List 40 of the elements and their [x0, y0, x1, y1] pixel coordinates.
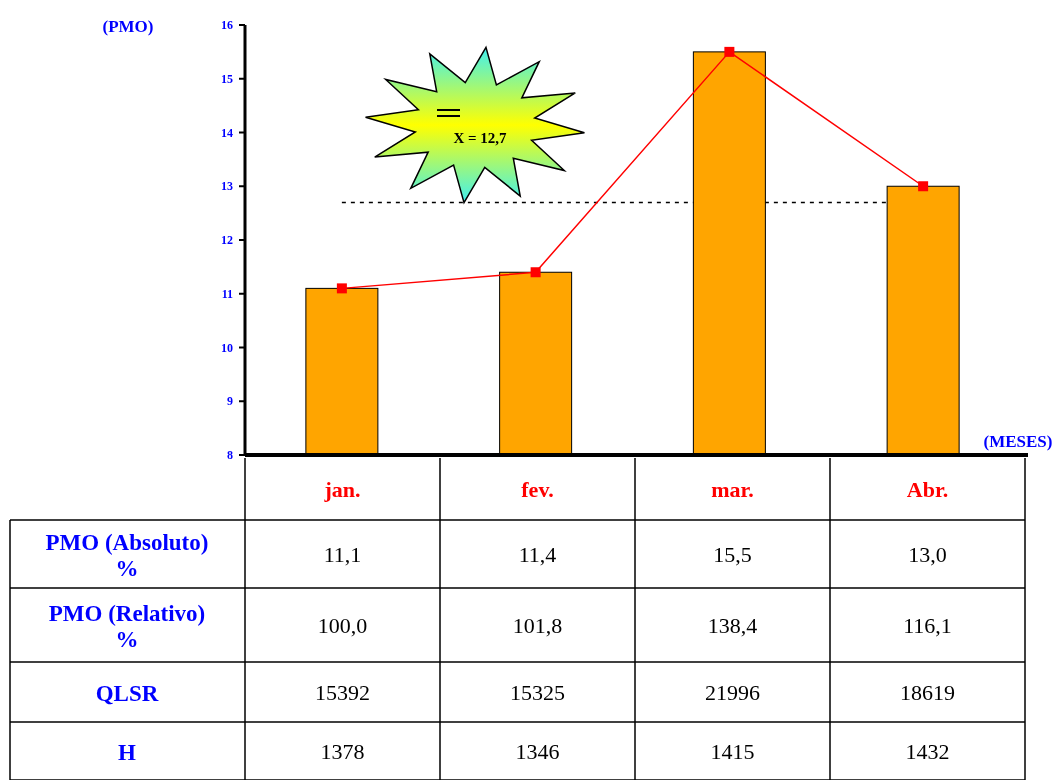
text: 15325	[510, 680, 565, 705]
text: QLSR	[95, 681, 159, 706]
data-label: 13,0	[908, 542, 947, 567]
y-axis-title: (PMO)	[102, 17, 154, 36]
point	[530, 267, 541, 278]
point	[918, 181, 929, 192]
y-tick-label: 8	[227, 448, 233, 462]
x-tick-label: mar.	[711, 477, 754, 502]
text: 15392	[315, 680, 370, 705]
y-tick-label: 12	[221, 233, 233, 247]
text: 100,0	[317, 613, 368, 638]
text: 1346	[515, 739, 560, 764]
text: 21996	[705, 680, 760, 705]
x-tick-label: Abr.	[906, 477, 949, 502]
text: PMO (Relativo) %	[48, 601, 206, 652]
y-tick-label: 11	[221, 286, 233, 301]
text: 1415	[710, 739, 755, 764]
text: 1378	[320, 739, 365, 764]
x-tick-label: fev.	[521, 477, 554, 502]
y-tick-label: 10	[221, 340, 233, 355]
data-label: 11,4	[518, 542, 557, 567]
point	[336, 283, 347, 294]
point	[724, 46, 735, 57]
text: 101,8	[512, 613, 563, 638]
data-label: 11,1	[323, 542, 362, 567]
x-tick-label: jan.	[323, 477, 361, 502]
text: PMO (Absoluto) %	[45, 530, 209, 581]
text: 1432	[905, 739, 950, 764]
y-tick-label: 13	[221, 179, 233, 194]
text: H	[118, 740, 137, 765]
text: 116,1	[903, 613, 952, 638]
y-tick-label: 15	[221, 71, 233, 86]
x-axis-title: (MESES)	[983, 432, 1053, 451]
y-tick-label: 16	[221, 18, 233, 32]
y-tick-label: 9	[227, 394, 233, 409]
y-tick-label: 14	[221, 125, 233, 140]
text: 138,4	[707, 613, 758, 638]
text: 18619	[900, 680, 955, 705]
annotation: X = 12,7	[453, 130, 508, 146]
data-label: 15,5	[713, 542, 752, 567]
